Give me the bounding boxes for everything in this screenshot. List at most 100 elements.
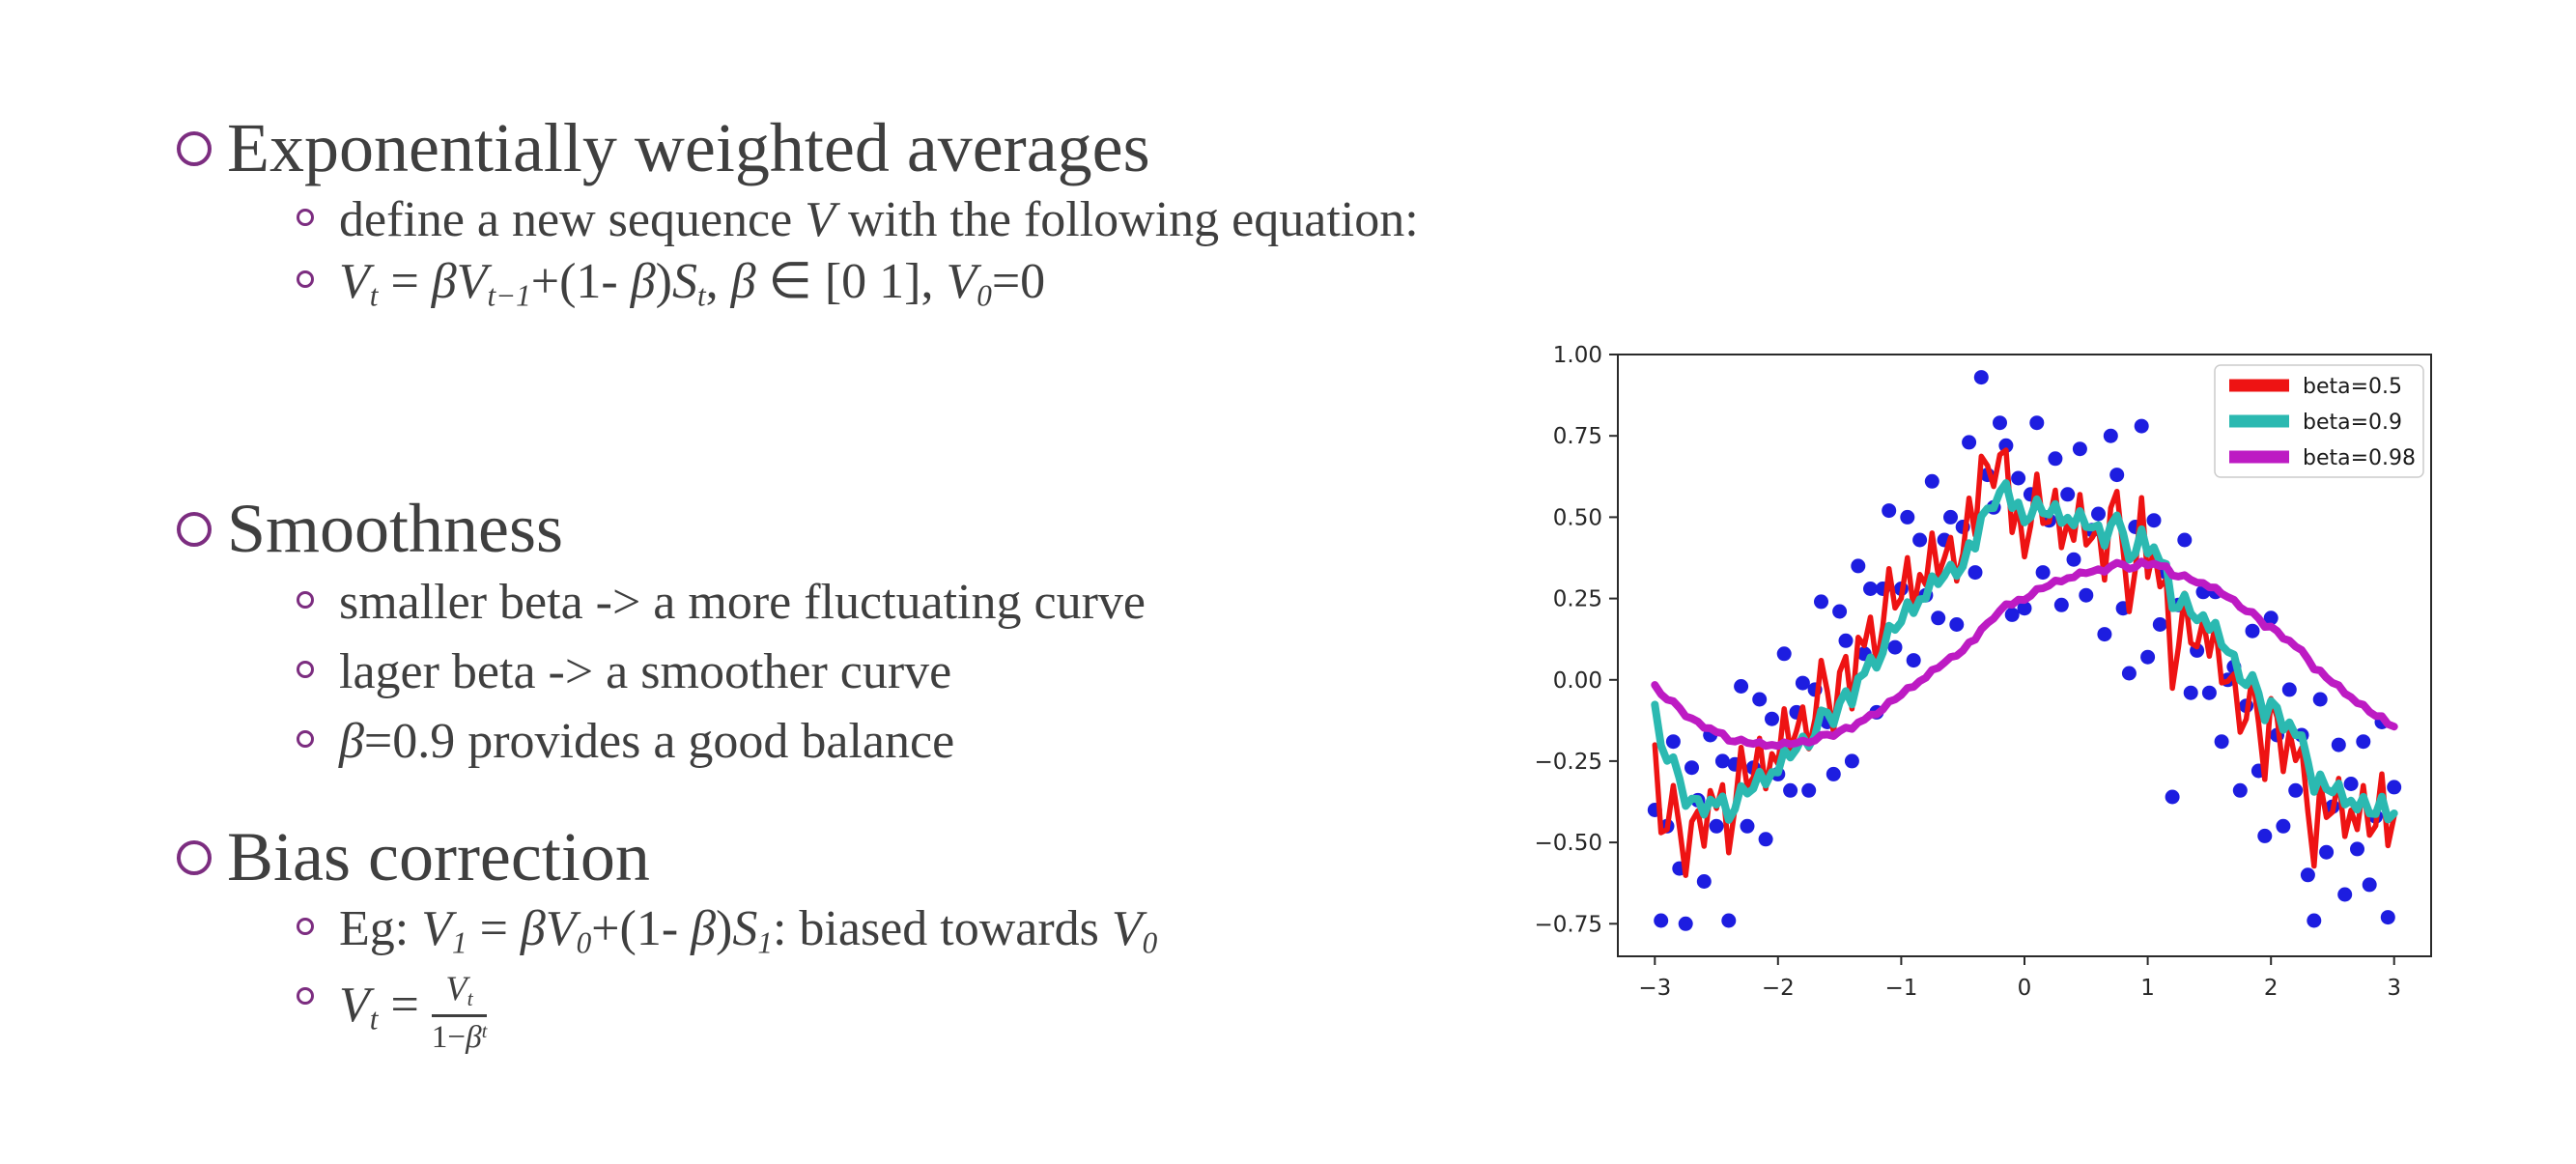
x-tick-label: 2 xyxy=(2264,976,2279,1001)
text-run: ) xyxy=(716,901,733,956)
y-axis: 1.00 0.75 0.50 0.25 0.00 −0.25 −0.50 −0.75 xyxy=(1535,343,1618,937)
text-run: =0 xyxy=(991,254,1046,309)
bullet-text: β=0.9 provides a good balance xyxy=(339,713,954,771)
text-run: : biased towards xyxy=(772,901,1112,956)
bullet-sub-item: Vt = Vt 1−βt xyxy=(297,969,488,1055)
ewa-plot-svg: −3 −2 −1 0 1 2 3 1.00 0.75 0.50 0.25 0.00 −0.25 −0.50… xyxy=(1535,343,2432,1001)
text-run: =0.9 provides a good balance xyxy=(363,714,955,769)
text-run: V xyxy=(339,254,370,309)
bullet-circle-icon xyxy=(297,270,314,288)
bullet-circle-icon xyxy=(297,591,314,609)
fraction-numerator: Vt xyxy=(431,969,488,1018)
bullet-main-item: Exponentially weighted averages xyxy=(177,108,1150,188)
text-run: , xyxy=(705,254,731,309)
text-run: t xyxy=(369,1002,379,1036)
text-run: V xyxy=(946,254,977,309)
x-tick-label: 1 xyxy=(2140,976,2155,1001)
text-run: V xyxy=(421,901,452,956)
y-tick-label: 1.00 xyxy=(1553,343,1602,368)
bullet-text: smaller beta -> a more fluctuating curve xyxy=(339,574,1146,632)
x-tick-label: 0 xyxy=(2018,976,2032,1001)
bullet-circle-icon xyxy=(297,987,314,1005)
legend-box xyxy=(2214,364,2424,478)
chart-legend: beta=0.5 beta=0.9 beta=0.98 xyxy=(2214,364,2424,478)
text-run: t xyxy=(481,1021,488,1043)
text-run: β xyxy=(339,714,364,769)
bullet-sub-item: lager beta -> a smoother curve xyxy=(297,643,951,701)
text-run: smaller beta -> a more fluctuating curve xyxy=(339,575,1146,630)
bullet-sub-item: β=0.9 provides a good balance xyxy=(297,713,954,771)
y-tick-label: 0.25 xyxy=(1553,587,1602,612)
bullet-circle-icon xyxy=(297,918,314,935)
x-tick-label: 3 xyxy=(2387,976,2401,1001)
bullet-text: lager beta -> a smoother curve xyxy=(339,643,951,701)
bullet-sub-item: Vt = βVt−1+(1- β)St, β ∈ [0 1], V0=0 xyxy=(297,253,1045,314)
fraction: Vt 1−βt xyxy=(431,969,488,1055)
text-run: t xyxy=(696,278,706,313)
y-tick-label: −0.50 xyxy=(1535,831,1602,856)
bullet-circle-icon xyxy=(177,840,212,875)
text-run: V xyxy=(1111,901,1143,956)
ewa-chart-figure: −3 −2 −1 0 1 2 3 1.00 0.75 0.50 0.25 0.00 −0.25 −0.50… xyxy=(1507,309,2531,1034)
bullet-text: Smoothness xyxy=(227,489,563,569)
text-run: with the following equation: xyxy=(835,192,1419,247)
bullet-sub-item: define a new sequence V with the followi… xyxy=(297,191,1419,249)
y-tick-label: 0.50 xyxy=(1553,505,1602,530)
y-tick-label: 0.00 xyxy=(1553,668,1602,694)
text-run: 0 xyxy=(977,278,992,313)
bullet-text: Eg: V1 = βV0+(1- β)S1: biased towards V0 xyxy=(339,900,1157,961)
text-run: βV xyxy=(431,254,488,309)
legend-item: beta=0.9 xyxy=(2229,411,2402,435)
bullet-circle-icon xyxy=(177,131,212,166)
bullet-text: Vt = βVt−1+(1- β)St, β ∈ [0 1], V0=0 xyxy=(339,253,1045,314)
bullet-sub-item: Eg: V1 = βV0+(1- β)S1: biased towards V0 xyxy=(297,900,1157,961)
bullet-text: Exponentially weighted averages xyxy=(227,108,1150,188)
x-axis: −3 −2 −1 0 1 2 3 xyxy=(1638,956,2401,1001)
text-run: t−1 xyxy=(487,278,531,313)
text-run: V xyxy=(445,969,467,1008)
text-run: +(1- xyxy=(530,254,631,309)
text-run: 1− xyxy=(431,1019,467,1056)
x-tick-label: −2 xyxy=(1762,976,1795,1001)
bullet-sub-item: smaller beta -> a more fluctuating curve xyxy=(297,574,1146,632)
x-tick-label: −1 xyxy=(1884,976,1917,1001)
bullet-text: Vt = Vt 1−βt xyxy=(339,969,488,1055)
bullet-circle-icon xyxy=(297,730,314,748)
legend-label: beta=0.5 xyxy=(2303,375,2402,399)
text-run: define a new sequence xyxy=(339,192,806,247)
text-run: βV xyxy=(520,901,577,956)
text-run: = xyxy=(378,254,432,309)
text-run: S xyxy=(732,901,758,956)
bullet-text: define a new sequence V with the followi… xyxy=(339,191,1419,249)
legend-item: beta=0.98 xyxy=(2229,446,2416,470)
text-run: β xyxy=(630,254,656,309)
text-run: S xyxy=(671,254,697,309)
bullet-circle-icon xyxy=(177,512,212,547)
text-run: ) xyxy=(655,254,672,309)
bullet-main-item: Smoothness xyxy=(177,489,563,569)
bullet-text: Bias correction xyxy=(227,817,650,897)
text-run: β xyxy=(691,901,717,956)
x-tick-label: −3 xyxy=(1638,976,1671,1001)
text-run: t xyxy=(467,987,473,1011)
bullet-main-item: Bias correction xyxy=(177,817,650,897)
fraction-denominator: 1−βt xyxy=(432,1017,488,1055)
text-run: = xyxy=(467,901,521,956)
legend-item: beta=0.5 xyxy=(2229,375,2402,399)
text-run: 0 xyxy=(576,925,592,960)
text-run: 1 xyxy=(757,925,773,960)
text-run: V xyxy=(339,978,370,1033)
bullet-circle-icon xyxy=(297,661,314,678)
legend-label: beta=0.9 xyxy=(2303,411,2402,435)
y-tick-label: −0.75 xyxy=(1535,912,1602,937)
y-tick-label: −0.25 xyxy=(1535,750,1602,775)
legend-label: beta=0.98 xyxy=(2303,446,2416,470)
text-run: Smoothness xyxy=(227,490,564,567)
text-run: 0 xyxy=(1142,925,1158,960)
bullet-circle-icon xyxy=(297,209,314,226)
text-run: +(1- xyxy=(591,901,692,956)
text-run: Bias correction xyxy=(227,818,650,895)
text-run: 1 xyxy=(451,925,467,960)
y-tick-label: 0.75 xyxy=(1553,424,1602,449)
